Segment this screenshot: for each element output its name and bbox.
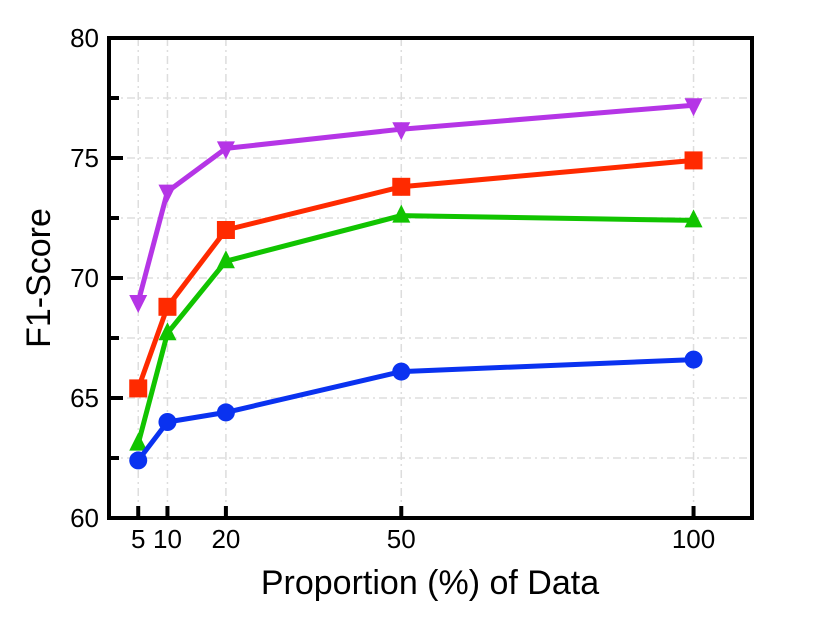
data-point (158, 413, 177, 431)
series-line-1 (135, 157, 694, 390)
data-point (684, 151, 703, 170)
y-tick-label: 70 (70, 263, 99, 293)
series-line-0 (135, 102, 694, 303)
data-point (129, 379, 148, 398)
data-point (392, 122, 411, 141)
data-point (392, 204, 411, 223)
y-tick-label: 60 (70, 503, 99, 533)
data-point (392, 362, 411, 381)
x-tick-label: 50 (387, 524, 416, 554)
data-point (684, 350, 703, 369)
y-tick-label: 75 (70, 143, 99, 173)
y-axis-label: F1-Score (20, 208, 58, 348)
x-tick-label: 5 (131, 524, 145, 554)
ticks: 60 65 70 75 80 5 10 20 50 100 (70, 23, 715, 554)
y-tick-label: 80 (70, 23, 99, 53)
x-axis-label: Proportion (%) of Data (261, 564, 599, 602)
data-point (158, 184, 177, 203)
data-point (129, 295, 148, 313)
data-point (216, 250, 235, 269)
data-point (392, 177, 411, 196)
x-tick-label: 100 (672, 524, 715, 554)
data-point (158, 322, 177, 341)
x-tick-label: 10 (153, 524, 182, 554)
data-point (684, 209, 703, 228)
series-layer (129, 98, 703, 470)
data-point (216, 221, 235, 239)
data-point (684, 98, 703, 117)
x-tick-label: 20 (211, 524, 240, 554)
data-point (158, 297, 177, 316)
data-point (216, 403, 235, 422)
data-point (129, 432, 148, 451)
y-tick-label: 65 (70, 383, 99, 413)
data-point (216, 141, 235, 160)
data-point (129, 451, 148, 470)
